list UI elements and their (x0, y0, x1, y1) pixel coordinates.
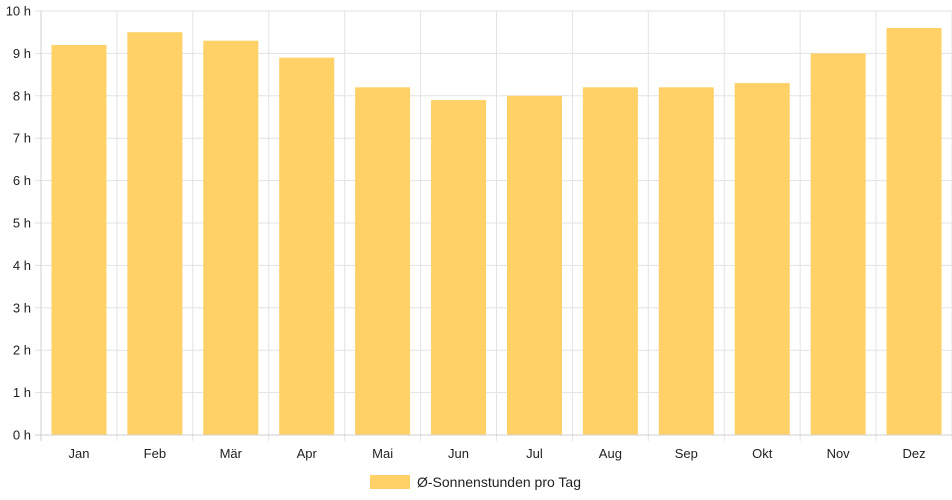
bar[interactable] (658, 87, 714, 435)
y-tick-label: 10 h (6, 4, 31, 19)
y-tick-label: 4 h (13, 258, 31, 273)
y-tick-label: 8 h (13, 88, 31, 103)
x-tick-label: Jun (448, 446, 469, 461)
bar[interactable] (203, 40, 259, 436)
x-tick-label: Dez (902, 446, 925, 461)
axes (35, 11, 952, 441)
bars (51, 27, 942, 436)
bar[interactable] (886, 27, 942, 436)
x-tick-label: Aug (599, 446, 622, 461)
y-tick-label: 3 h (13, 300, 31, 315)
y-tick-label: 5 h (13, 216, 31, 231)
y-tick-labels: 0 h 1 h 2 h 3 h 4 h 5 h 6 h 7 h 8 h 9 h 10 h (6, 4, 31, 443)
y-tick-label: 6 h (13, 173, 31, 188)
bar[interactable] (582, 87, 638, 435)
y-tick-label: 1 h (13, 385, 31, 400)
bar[interactable] (279, 57, 335, 435)
x-tick-labels: Jan Feb Mär Apr Mai Jun Jul Aug Sep Okt Nov Dez (68, 446, 925, 461)
legend-label[interactable]: Ø-Sonnenstunden pro Tag (417, 474, 581, 490)
y-tick-label: 2 h (13, 343, 31, 358)
x-tick-label: Mai (372, 446, 393, 461)
x-tick-label: Nov (827, 446, 851, 461)
x-tick-label: Jan (68, 446, 89, 461)
x-tick-label: Jul (526, 446, 543, 461)
x-tick-label: Feb (144, 446, 166, 461)
bar[interactable] (431, 100, 487, 435)
bar[interactable] (51, 44, 107, 436)
bar[interactable] (810, 53, 866, 436)
bar[interactable] (127, 32, 183, 435)
grid-lines (35, 10, 952, 441)
bar[interactable] (355, 87, 411, 435)
x-tick-label: Sep (675, 446, 698, 461)
bar[interactable] (506, 95, 562, 436)
legend[interactable]: Ø-Sonnenstunden pro Tag (370, 474, 581, 490)
legend-swatch[interactable] (370, 475, 410, 489)
x-tick-label: Okt (752, 446, 773, 461)
y-tick-label: 0 h (13, 428, 31, 443)
x-tick-label: Apr (297, 446, 318, 461)
x-tick-label: Mär (220, 446, 243, 461)
bar[interactable] (734, 83, 790, 435)
y-tick-label: 7 h (13, 131, 31, 146)
y-tick-label: 9 h (13, 46, 31, 61)
